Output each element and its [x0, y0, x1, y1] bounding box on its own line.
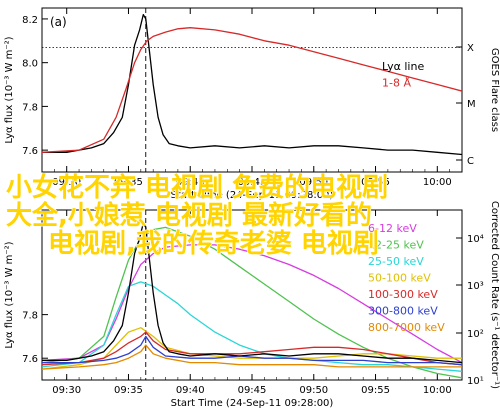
legend-entry: 800-7000 keV	[368, 321, 445, 334]
legend-entry: 1-8 Å	[382, 77, 411, 90]
y2-axis-label: GOES Flare class	[489, 48, 500, 132]
legend-entry: 6-12 keV	[368, 222, 417, 235]
x-tick-label: 09:45	[238, 177, 267, 188]
plot-area	[42, 210, 462, 380]
x-tick-label: 10:00	[423, 177, 452, 188]
overlay-line-1: 小女花不弃 电视剧 免费的电视剧	[6, 172, 388, 203]
series-line-1	[42, 27, 462, 153]
y2-tick-label: C	[467, 156, 474, 167]
overlay-line-2: 大全,小娘惹 电视剧 最新好看的	[6, 200, 372, 231]
series-line-0	[42, 13, 462, 156]
legend-entry: 100-300 keV	[368, 288, 438, 301]
x-tick-label: 09:50	[299, 177, 328, 188]
x-tick-label: 09:55	[361, 385, 390, 396]
y2-tick-label: M	[467, 99, 476, 110]
x-tick-label: 09:45	[238, 385, 267, 396]
series-line-2	[42, 281, 462, 372]
series-line-1	[42, 226, 462, 379]
legend-entry: 12-25 keV	[368, 239, 424, 252]
x-tick-label: 09:55	[361, 177, 390, 188]
y-tick-label: 7.8	[22, 311, 38, 322]
x-axis-label: Start Time (24-Sep-11 09:28:00)	[171, 398, 334, 409]
legend: 6-12 keV 12-25 keV 25-50 keV 50-100 keV 100-…	[368, 222, 445, 334]
series-line-7	[42, 222, 462, 364]
x-tick-label: 09:40	[176, 177, 205, 188]
plot-area	[42, 8, 462, 172]
overlay-line-3: 电视剧,我的传奇老婆 电视剧	[48, 228, 379, 259]
y-tick-label: 7.6	[22, 146, 38, 157]
y2-tick-label: 10⁴	[467, 234, 484, 245]
x-axis-label: Start Time (24-Sep-11 09:28:00)	[171, 190, 334, 201]
y2-axis-label: Corrected Count Rate (s⁻¹ detector⁻¹)	[489, 201, 500, 389]
panel-a-chart: 09:30 09:35 09:40 09:45 09:50 09:55 10:00 7.6 7.…	[4, 7, 500, 201]
y-axis-label: Lyα flux (10⁻³ W m⁻²)	[4, 241, 15, 348]
legend-entry: 50-100 keV	[368, 272, 431, 285]
y2-tick-label: 10³	[467, 281, 484, 292]
legend-entry: Lyα line	[382, 60, 424, 73]
x-tick-label: 09:30	[52, 385, 81, 396]
overlay-caption: 小女花不弃 电视剧 免费的电视剧 大全,小娘惹 电视剧 最新好看的 电视剧,我的…	[5, 171, 388, 259]
y-tick-label: 7.6	[22, 354, 38, 365]
y2-tick-label: 10¹	[467, 376, 484, 387]
x-tick-label: 09:35	[114, 177, 143, 188]
legend: Lyα line 1-8 Å	[382, 60, 424, 90]
panel-label: (a)	[50, 15, 67, 29]
series-line-6	[42, 344, 462, 370]
x-tick-label: 09:50	[299, 385, 328, 396]
y2-tick-label: 10²	[467, 329, 484, 340]
x-tick-label: 10:00	[423, 385, 452, 396]
y2-tick-label: X	[467, 43, 474, 54]
x-tick-label: 09:30	[52, 177, 81, 188]
x-tick-label: 09:40	[176, 385, 205, 396]
x-tick-label: 09:35	[114, 385, 143, 396]
series-line-5	[42, 335, 462, 366]
legend-entry: 300-800 keV	[368, 305, 438, 318]
y-axis-label: Lyα flux (10⁻³ W m⁻²)	[4, 36, 15, 143]
series-line-0	[42, 244, 462, 364]
y-tick-label: 8.2	[22, 15, 38, 26]
y-tick-label: 7.8	[22, 102, 38, 113]
legend-entry: 25-50 keV	[368, 255, 424, 268]
panel-b-chart: 09:30 09:35 09:40 09:45 09:50 09:55 10:00 7.6 7.…	[4, 201, 500, 409]
y-tick-label: 8.0	[22, 59, 38, 70]
